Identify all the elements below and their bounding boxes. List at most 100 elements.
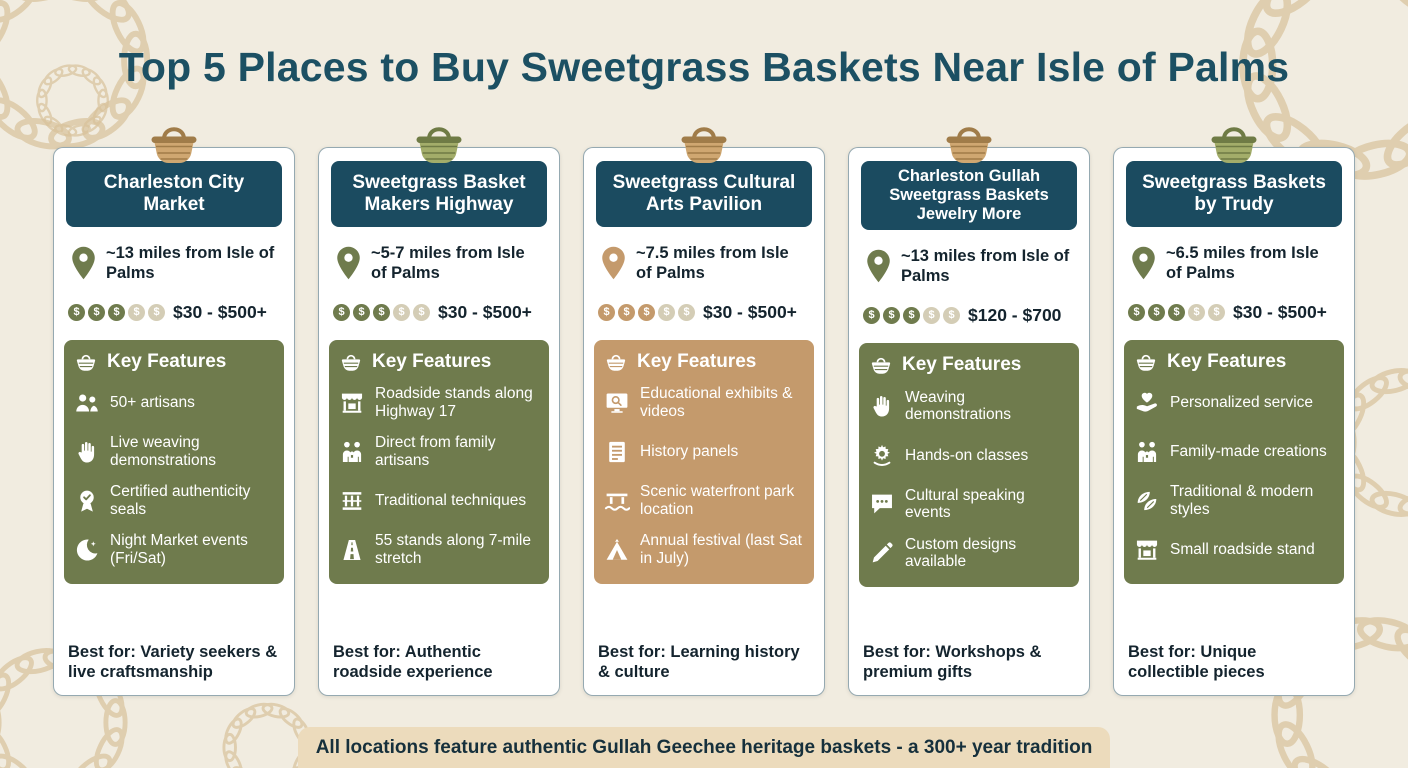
feature-list: Personalized service Family-made creation…: [1134, 383, 1334, 570]
feature-item: Live weaving demonstrations: [74, 432, 274, 472]
dollar-icon: $: [1168, 303, 1185, 321]
price-range: $30 - $500+: [1233, 301, 1327, 322]
feature-list: Roadside stands along Highway 17 Direct f…: [339, 383, 539, 570]
key-features-box: Key Features Weaving demonstrations Hands…: [859, 343, 1079, 588]
dollar-icon: $: [883, 306, 900, 324]
waterfront-icon: [604, 488, 630, 514]
place-card: Charleston City Market ~13 miles from Is…: [53, 127, 295, 696]
feature-item: Roadside stands along Highway 17: [339, 383, 539, 423]
feature-list: Weaving demonstrations Hands-on classes Cu…: [869, 386, 1069, 573]
dollar-icon: $: [353, 303, 370, 321]
dollar-icon: $: [68, 303, 85, 321]
place-name: Sweetgrass Baskets by Trudy: [1126, 161, 1342, 227]
place-name: Sweetgrass Cultural Arts Pavilion: [596, 161, 812, 227]
dollar-icon: $: [598, 303, 615, 321]
dollar-icon: $: [333, 303, 350, 321]
roadside-stand-icon: [339, 390, 365, 416]
distance-text: ~13 miles from Isle of Palms: [106, 243, 275, 282]
location-pin-icon: [600, 245, 627, 281]
price-row: $ $ $ $ $ $120 - $700: [863, 299, 1075, 331]
feature-item: Small roadside stand: [1134, 530, 1334, 570]
distance-text: ~5-7 miles from Isle of Palms: [371, 243, 525, 282]
feature-item: Scenic waterfront park location: [604, 481, 804, 521]
key-features-header: Key Features: [604, 350, 804, 374]
highway-icon: [339, 537, 365, 563]
basket-icon: [940, 117, 998, 171]
dollar-icon: $: [638, 303, 655, 321]
feature-item: History panels: [604, 432, 804, 472]
feature-text: Educational exhibits & videos: [640, 385, 793, 420]
dollar-icon: $: [863, 306, 880, 324]
distance-text: ~7.5 miles from Isle of Palms: [636, 243, 789, 282]
best-for-text: Best for: Unique collectible pieces: [1128, 642, 1265, 681]
dollar-icon: $: [88, 303, 105, 321]
price-range: $120 - $700: [968, 304, 1062, 325]
feature-text: Direct from family artisans: [375, 434, 496, 469]
distance-text: ~13 miles from Isle of Palms: [901, 247, 1070, 286]
price-row: $ $ $ $ $ $30 - $500+: [68, 296, 280, 328]
feature-text: Hands-on classes: [905, 446, 1029, 464]
moon-icon: [74, 537, 100, 563]
weaving-hand-icon: [74, 439, 100, 465]
personalized-service-icon: [1134, 390, 1160, 416]
feature-item: Direct from family artisans: [339, 432, 539, 472]
key-features-title: Key Features: [637, 351, 757, 372]
price-range: $30 - $500+: [438, 301, 532, 322]
footer-banner: All locations feature authentic Gullah G…: [298, 727, 1110, 768]
feature-item: Certified authenticity seals: [74, 481, 274, 521]
certificate-icon: [74, 488, 100, 514]
dollar-icon: $: [618, 303, 635, 321]
feature-item: Personalized service: [1134, 383, 1334, 423]
feature-list: Educational exhibits & videos History pan…: [604, 383, 804, 570]
feature-text: Family-made creations: [1170, 443, 1327, 461]
price-range: $30 - $500+: [173, 301, 267, 322]
price-level-icons: $ $ $ $ $: [1128, 303, 1225, 321]
loom-icon: [339, 488, 365, 514]
speech-bubble-icon: [869, 491, 895, 517]
festival-tent-icon: [604, 537, 630, 563]
basket-icon: [869, 353, 893, 377]
price-level-icons: $ $ $ $ $: [68, 303, 165, 321]
custom-design-icon: [869, 540, 895, 566]
basket-icon: [145, 117, 203, 171]
page-title: Top 5 Places to Buy Sweetgrass Baskets N…: [118, 44, 1290, 90]
feature-item: Educational exhibits & videos: [604, 383, 804, 423]
weaving-hand-icon: [869, 393, 895, 419]
feature-item: Weaving demonstrations: [869, 386, 1069, 426]
feature-text: Scenic waterfront park location: [640, 483, 795, 518]
basket-icon: [339, 350, 363, 374]
leaves-icon: [1134, 488, 1160, 514]
roadside-stand-icon: [1134, 537, 1160, 563]
key-features-title: Key Features: [107, 351, 227, 372]
feature-item: 55 stands along 7-mile stretch: [339, 530, 539, 570]
feature-text: History panels: [640, 443, 739, 461]
feature-text: Weaving demonstrations: [905, 388, 1011, 424]
price-level-icons: $ $ $ $ $: [333, 303, 430, 321]
educational-exhibit-icon: [604, 390, 630, 416]
dollar-icon: $: [128, 303, 145, 321]
best-for-text: Best for: Workshops & premium gifts: [863, 642, 1042, 681]
dollar-icon: $: [413, 303, 430, 321]
location-pin-icon: [865, 248, 892, 284]
key-features-title: Key Features: [372, 351, 492, 372]
distance-row: ~13 miles from Isle of Palms: [70, 238, 278, 288]
place-name: Sweetgrass Basket Makers Highway: [331, 161, 547, 227]
price-level-icons: $ $ $ $ $: [863, 306, 960, 324]
hands-on-class-icon: [869, 442, 895, 468]
feature-text: 50+ artisans: [110, 394, 195, 412]
feature-text: Traditional techniques: [375, 492, 527, 510]
distance-row: ~6.5 miles from Isle of Palms: [1130, 238, 1338, 288]
location-pin-icon: [70, 245, 97, 281]
feature-text: Small roadside stand: [1170, 541, 1315, 559]
place-name: Charleston City Market: [66, 161, 282, 227]
price-row: $ $ $ $ $ $30 - $500+: [333, 296, 545, 328]
price-row: $ $ $ $ $ $30 - $500+: [1128, 296, 1340, 328]
feature-item: Cultural speaking events: [869, 484, 1069, 524]
family-icon: [1134, 439, 1160, 465]
key-features-box: Key Features Educational exhibits & vide…: [594, 340, 814, 584]
dollar-icon: $: [393, 303, 410, 321]
key-features-box: Key Features Personalized service Family-…: [1124, 340, 1344, 584]
key-features-header: Key Features: [869, 353, 1069, 377]
artisans-icon: [74, 390, 100, 416]
best-for-text: Best for: Authentic roadside experience: [333, 642, 493, 681]
